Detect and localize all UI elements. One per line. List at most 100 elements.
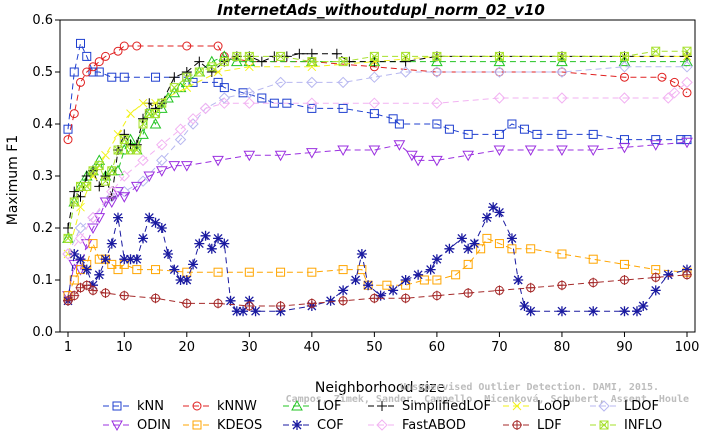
point-cof <box>100 254 111 265</box>
point-kdeos <box>113 265 123 275</box>
point-odin <box>212 155 224 167</box>
point-ldf <box>338 296 348 306</box>
point-lof <box>168 86 181 98</box>
x-tick-label: 20 <box>179 340 196 355</box>
point-knn <box>88 67 98 77</box>
point-knn <box>557 129 567 139</box>
legend-item-ldf: LDF <box>503 418 562 433</box>
point-kdeos <box>526 244 536 254</box>
point-odin <box>681 137 693 149</box>
legend-item-knn: kNN <box>103 399 164 414</box>
point-ldof <box>337 76 349 89</box>
point-inflo <box>94 161 104 171</box>
point-knn <box>444 124 454 134</box>
point-knn <box>369 109 379 119</box>
point-inflo <box>113 145 123 155</box>
point-ldf <box>101 288 111 298</box>
point-lof <box>681 55 693 67</box>
point-kdeos <box>338 265 348 275</box>
legend-marker <box>598 400 610 412</box>
point-odin <box>243 150 256 162</box>
point-ldof <box>556 66 568 78</box>
point-lof <box>180 76 193 87</box>
point-ldf <box>432 291 442 301</box>
point-ldf <box>213 298 223 308</box>
point-lof <box>149 117 162 129</box>
watermark-line-2: Unsupervised Outlier Detection. DAMI, 20… <box>400 381 659 393</box>
x-tick-label: 90 <box>616 340 633 355</box>
point-knnw <box>113 46 123 56</box>
point-kdeos <box>132 265 142 275</box>
legend: kNN kNNW LOF SimplifiedLOF LoOP LDOF ODIN KDEOS… <box>103 399 662 433</box>
point-kdeos <box>107 259 117 269</box>
point-cof <box>250 306 261 317</box>
point-cof <box>325 295 336 306</box>
legend-label: kNNW <box>217 399 257 414</box>
point-inflo <box>651 46 661 56</box>
point-simplifiedlof <box>181 67 192 77</box>
point-cof <box>169 264 180 275</box>
point-cof <box>481 212 492 223</box>
series-kdeos <box>63 233 692 301</box>
legend-item-ldof: LDOF <box>590 399 659 414</box>
point-kdeos <box>482 233 492 243</box>
point-knnw <box>88 62 98 72</box>
point-cof <box>81 264 92 275</box>
series-inflo <box>63 46 692 243</box>
legend-label: COF <box>317 418 344 433</box>
point-knn <box>676 135 686 145</box>
point-cof <box>506 233 517 244</box>
point-loop <box>126 109 135 118</box>
point-simplifiedlof <box>206 67 217 77</box>
point-knnw <box>69 109 79 119</box>
point-cof <box>156 223 167 233</box>
point-knn <box>119 72 129 82</box>
point-ldf <box>369 293 379 303</box>
point-ldf <box>307 298 317 308</box>
point-cof <box>69 249 80 259</box>
point-knnw <box>682 88 692 98</box>
point-odin <box>130 181 143 193</box>
point-odin <box>556 145 568 157</box>
point-fastabod <box>87 211 99 224</box>
point-knn <box>588 129 598 139</box>
legend-item-lof: LOF <box>283 399 342 414</box>
point-simplifiedlof <box>256 56 267 67</box>
point-cof <box>231 306 242 317</box>
watermark-line-1: Campos, Zimek, Sander, Campello, Micenko… <box>286 393 689 405</box>
series-line-inflo <box>67 50 687 239</box>
point-odin <box>305 148 318 159</box>
point-lof <box>93 154 106 165</box>
legend-label: KDEOS <box>217 418 262 433</box>
series-line-odin <box>67 141 688 296</box>
point-kdeos <box>451 270 461 280</box>
point-cof <box>375 290 386 301</box>
point-ldf <box>119 291 129 301</box>
point-cof <box>519 301 530 311</box>
legend-marker <box>599 420 609 430</box>
point-ldf <box>401 293 411 303</box>
point-knn <box>463 129 473 139</box>
point-fastabod <box>618 92 631 104</box>
legend-item-kdeos: KDEOS <box>183 418 262 433</box>
point-fastabod <box>74 232 87 245</box>
point-knnw <box>132 41 142 51</box>
point-kdeos <box>244 267 254 277</box>
y-tick-label: 0.0 <box>32 325 53 340</box>
point-fastabod <box>306 97 318 109</box>
point-kdeos <box>588 254 598 264</box>
point-simplifiedlof <box>69 186 80 197</box>
series-loop <box>63 52 692 259</box>
point-simplifiedlof <box>81 171 92 181</box>
point-ldof <box>493 66 506 78</box>
point-cof <box>225 295 236 306</box>
point-ldof <box>306 76 318 89</box>
legend-label: kNN <box>137 399 164 414</box>
series-line-knnw <box>67 45 688 140</box>
point-inflo <box>369 51 379 61</box>
point-cof <box>413 269 424 280</box>
series-odin <box>62 137 693 302</box>
point-fastabod <box>556 92 568 104</box>
point-fastabod <box>218 97 231 109</box>
point-cof <box>181 275 192 285</box>
